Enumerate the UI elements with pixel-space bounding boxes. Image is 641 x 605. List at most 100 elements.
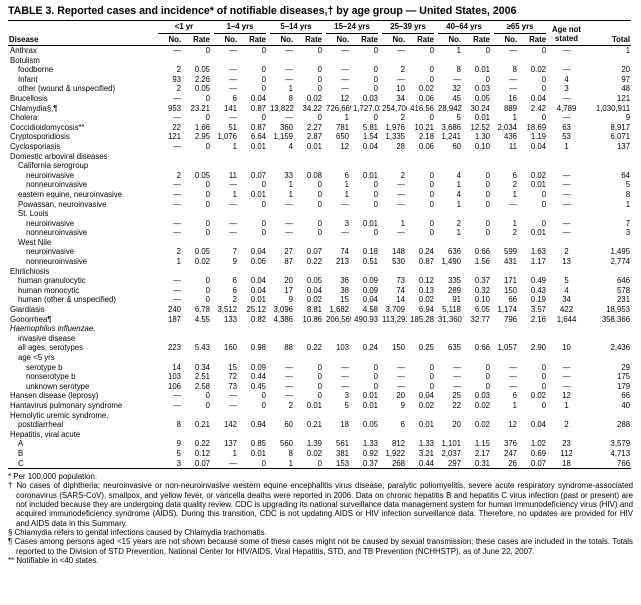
header-sub-row: No. Rate No. Rate No. Rate No. Rate No. … <box>8 34 631 46</box>
col-header-total: Total <box>611 34 631 44</box>
rate-cell: 0.05 <box>194 65 210 75</box>
count-cell: 141 <box>223 103 237 113</box>
rate-cell: 0 <box>317 199 323 209</box>
count-cell: 2 <box>232 295 237 305</box>
count-cell: 5,118 <box>442 305 462 315</box>
rate-cell: 0.25 <box>418 343 435 353</box>
rate-cell: 0.07 <box>250 170 267 180</box>
rate-cell: 0.22 <box>194 439 210 449</box>
count-cell: 3 <box>344 391 350 401</box>
count-cell: 14 <box>396 295 406 305</box>
rate-cell: 0.85 <box>250 439 267 449</box>
count-cell: — <box>285 113 294 123</box>
age-not-stated-cell: 422 <box>560 305 574 315</box>
count-cell: 2 <box>400 113 406 123</box>
count-cell: 1,076 <box>217 132 237 142</box>
rate-cell: 0 <box>317 113 323 123</box>
rate-cell: 0.10 <box>474 295 491 305</box>
table-row: nonneuroinvasive 1 0.02 9 0.06 87 0.22 213 0.51 5… <box>8 257 631 267</box>
count-cell: 103 <box>167 372 181 382</box>
rate-cell: 0.04 <box>418 391 435 401</box>
rate-cell: 0.07 <box>530 458 547 468</box>
age-not-stated-cell: 4 <box>564 285 569 295</box>
count-cell: — <box>509 362 518 372</box>
disease-label: Hantavirus pulmonary syndrome <box>10 400 123 410</box>
count-cell: 171 <box>504 276 518 286</box>
col-subheader-no: No. <box>504 34 518 44</box>
section-row: Domestic arboviral diseases <box>8 152 631 162</box>
rate-cell: 0.01 <box>530 228 547 238</box>
table-row: postdiarrheal 8 0.21 142 0.94 60 0.21 18 0.05 6 0.… <box>8 420 631 430</box>
disease-label: Hepatitis, viral acute <box>10 429 81 439</box>
rate-cell: 0 <box>261 113 267 123</box>
table-row: Cryptosporidiosis 121 2.95 1,076 6.64 1,159 2.… <box>8 132 631 142</box>
total-cell: 5 <box>625 180 631 190</box>
rate-cell: 0.44 <box>418 458 435 468</box>
rate-cell: 0.02 <box>306 448 323 458</box>
rate-cell: 0 <box>541 362 547 372</box>
rate-cell: 23.21 <box>190 103 210 113</box>
age-not-stated-cell: 18 <box>562 458 571 468</box>
disease-label: nonneuroinvasive <box>26 180 88 190</box>
count-cell: — <box>229 180 237 190</box>
count-cell: 3,512 <box>217 305 237 315</box>
age-not-stated-cell: — <box>562 189 571 199</box>
count-cell: — <box>397 381 406 391</box>
rate-cell: 0 <box>429 170 435 180</box>
rate-cell: 0.45 <box>250 381 267 391</box>
count-cell: — <box>453 372 462 382</box>
count-cell: 87 <box>284 257 294 267</box>
rate-cell: 0 <box>429 180 435 190</box>
rate-cell: 0 <box>261 228 267 238</box>
count-cell: 15 <box>340 295 350 305</box>
section-row: Hemolytic uremic syndrome, <box>8 411 631 421</box>
rate-cell: 2.51 <box>194 372 210 382</box>
age-not-stated-cell: — <box>562 113 571 123</box>
rate-cell: 0 <box>485 199 491 209</box>
count-cell: 240 <box>167 305 181 315</box>
count-cell: 9 <box>232 257 237 267</box>
total-cell: 8,917 <box>610 122 631 132</box>
rate-cell: 0 <box>317 84 323 94</box>
col-subheader-rate: Rate <box>529 34 547 44</box>
rate-cell: 0.05 <box>362 420 379 430</box>
rate-cell: 0 <box>541 46 547 55</box>
rate-cell: 0.06 <box>250 257 267 267</box>
count-cell: 11 <box>228 170 237 180</box>
count-cell: 150 <box>392 343 406 353</box>
rate-cell: 1.02 <box>530 439 547 449</box>
rate-cell: 0.21 <box>194 420 210 430</box>
col-subheader-rate: Rate <box>361 34 379 44</box>
count-cell: 15 <box>228 362 237 372</box>
table-row: other (wound & unspecified) 2 0.05—0 1 0—0 10… <box>8 84 631 94</box>
disease-label: Gonorrhea¶ <box>10 314 52 324</box>
rate-cell: 0 <box>429 199 435 209</box>
rate-cell: 0 <box>429 228 435 238</box>
rate-cell: 0.09 <box>362 285 379 295</box>
disease-label: Powassan, neuroinvasive <box>18 199 107 209</box>
count-cell: 1,241 <box>441 132 462 142</box>
count-cell: 1 <box>512 113 518 123</box>
count-cell: 113,291 <box>382 314 408 324</box>
total-cell: 358,366 <box>601 314 631 324</box>
rate-cell: 0 <box>429 113 435 123</box>
count-cell: 4 <box>456 189 462 199</box>
count-cell: 1 <box>456 199 462 209</box>
count-cell: — <box>229 218 237 228</box>
age-not-stated-cell: — <box>562 93 571 103</box>
count-cell: 6 <box>512 391 518 401</box>
table-row: serotype b 14 0.34 15 0.09 — 0 — 0 — 0 — 0 — 0 — 29 <box>8 363 631 373</box>
rate-cell: 0 <box>373 84 379 94</box>
count-cell: 12 <box>508 420 518 430</box>
table-row: C 3 0.07 — 0 1 0 153 0.37 268 0.44 297 0.31 26 0.07 18 7… <box>8 459 631 469</box>
disease-label: Anthrax <box>10 46 37 55</box>
count-cell: — <box>173 285 181 295</box>
count-cell: 25 <box>452 391 462 401</box>
rate-cell: 6.78 <box>194 305 210 315</box>
count-cell: 1 <box>288 180 294 190</box>
count-cell: — <box>285 46 294 55</box>
count-cell: 93 <box>172 74 181 84</box>
disease-label: St. Louis <box>18 209 49 219</box>
count-cell: 1 <box>288 84 294 94</box>
rate-cell: 0.87 <box>250 122 267 132</box>
